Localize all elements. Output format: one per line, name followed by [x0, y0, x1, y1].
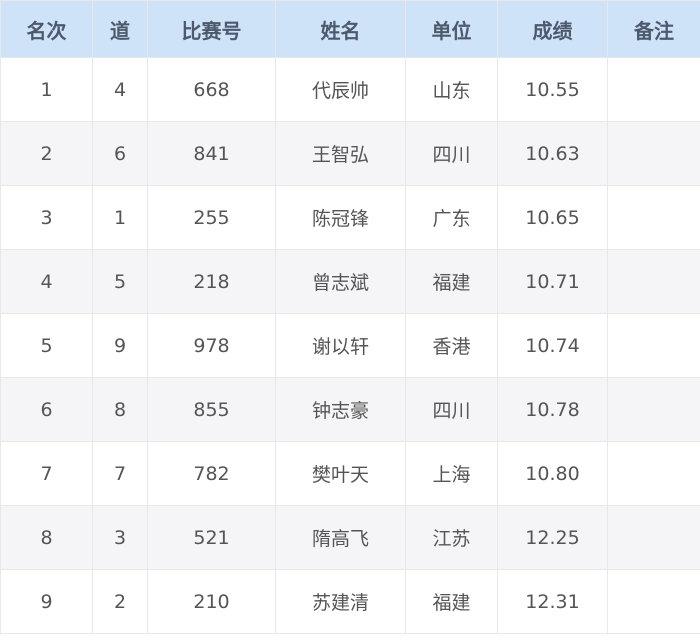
header-result: 成绩: [497, 0, 608, 58]
cell-result: 12.31: [497, 569, 608, 634]
cell-remark: [607, 505, 700, 570]
cell-lane: 9: [92, 313, 148, 378]
cell-lane: 2: [92, 569, 148, 634]
cell-remark: [607, 377, 700, 442]
cell-lane: 8: [92, 377, 148, 442]
cell-name: 樊叶天: [275, 441, 406, 506]
header-bib: 比赛号: [147, 0, 276, 58]
cell-result: 10.71: [497, 249, 608, 314]
header-rank: 名次: [0, 0, 93, 58]
cell-rank: 5: [0, 313, 93, 378]
cell-rank: 4: [0, 249, 93, 314]
cell-bib: 218: [147, 249, 276, 314]
cell-lane: 5: [92, 249, 148, 314]
cell-rank: 3: [0, 185, 93, 250]
cell-lane: 3: [92, 505, 148, 570]
cell-unit: 四川: [405, 121, 498, 186]
cell-name: 王智弘: [275, 121, 406, 186]
cell-name: 陈冠锋: [275, 185, 406, 250]
cell-remark: [607, 57, 700, 122]
cell-name: 隋高飞: [275, 505, 406, 570]
table-row: 2 6 841 王智弘 四川 10.63: [0, 121, 700, 186]
header-lane: 道: [92, 0, 148, 58]
table-row: 5 9 978 谢以轩 香港 10.74: [0, 313, 700, 378]
cell-unit: 广东: [405, 185, 498, 250]
cell-lane: 6: [92, 121, 148, 186]
cell-bib: 782: [147, 441, 276, 506]
header-name: 姓名: [275, 0, 406, 58]
table-row: 3 1 255 陈冠锋 广东 10.65: [0, 185, 700, 250]
table-row: 9 2 210 苏建清 福建 12.31: [0, 569, 700, 634]
cell-remark: [607, 441, 700, 506]
cell-remark: [607, 121, 700, 186]
cell-unit: 江苏: [405, 505, 498, 570]
cell-rank: 1: [0, 57, 93, 122]
header-row: 名次道比赛号 姓名 单位 成绩 备注: [0, 0, 700, 58]
cell-bib: 855: [147, 377, 276, 442]
cell-bib: 255: [147, 185, 276, 250]
cell-result: 10.80: [497, 441, 608, 506]
cell-name: 代辰帅: [275, 57, 406, 122]
cell-unit: 四川: [405, 377, 498, 442]
header-unit: 单位: [405, 0, 498, 58]
cell-bib: 978: [147, 313, 276, 378]
table-row: 4 5 218 曾志斌 福建 10.71: [0, 249, 700, 314]
cell-rank: 6: [0, 377, 93, 442]
cell-lane: 7: [92, 441, 148, 506]
cell-unit: 福建: [405, 569, 498, 634]
cell-name: 苏建清: [275, 569, 406, 634]
table-row: 7 7 782 樊叶天 上海 10.80: [0, 441, 700, 506]
cell-name: 谢以轩: [275, 313, 406, 378]
cell-name: 钟志豪: [275, 377, 406, 442]
cell-result: 10.78: [497, 377, 608, 442]
header-remark: 备注: [607, 0, 700, 58]
cell-rank: 2: [0, 121, 93, 186]
cell-remark: [607, 249, 700, 314]
cell-remark: [607, 569, 700, 634]
cell-rank: 8: [0, 505, 93, 570]
cell-unit: 山东: [405, 57, 498, 122]
cell-lane: 4: [92, 57, 148, 122]
cell-bib: 841: [147, 121, 276, 186]
table-row: 8 3 521 隋高飞 江苏 12.25: [0, 505, 700, 570]
cell-rank: 9: [0, 569, 93, 634]
cell-lane: 1: [92, 185, 148, 250]
cell-result: 10.65: [497, 185, 608, 250]
cell-bib: 668: [147, 57, 276, 122]
cell-rank: 7: [0, 441, 93, 506]
cell-result: 10.63: [497, 121, 608, 186]
table-row: 1 4 668 代辰帅 山东 10.55: [0, 57, 700, 122]
cell-name: 曾志斌: [275, 249, 406, 314]
cell-remark: [607, 313, 700, 378]
cell-result: 12.25: [497, 505, 608, 570]
cell-unit: 香港: [405, 313, 498, 378]
table-row: 6 8 855 钟志豪 四川 10.78: [0, 377, 700, 442]
cell-bib: 210: [147, 569, 276, 634]
cell-result: 10.55: [497, 57, 608, 122]
cell-bib: 521: [147, 505, 276, 570]
cell-unit: 福建: [405, 249, 498, 314]
cell-result: 10.74: [497, 313, 608, 378]
cell-unit: 上海: [405, 441, 498, 506]
cell-remark: [607, 185, 700, 250]
